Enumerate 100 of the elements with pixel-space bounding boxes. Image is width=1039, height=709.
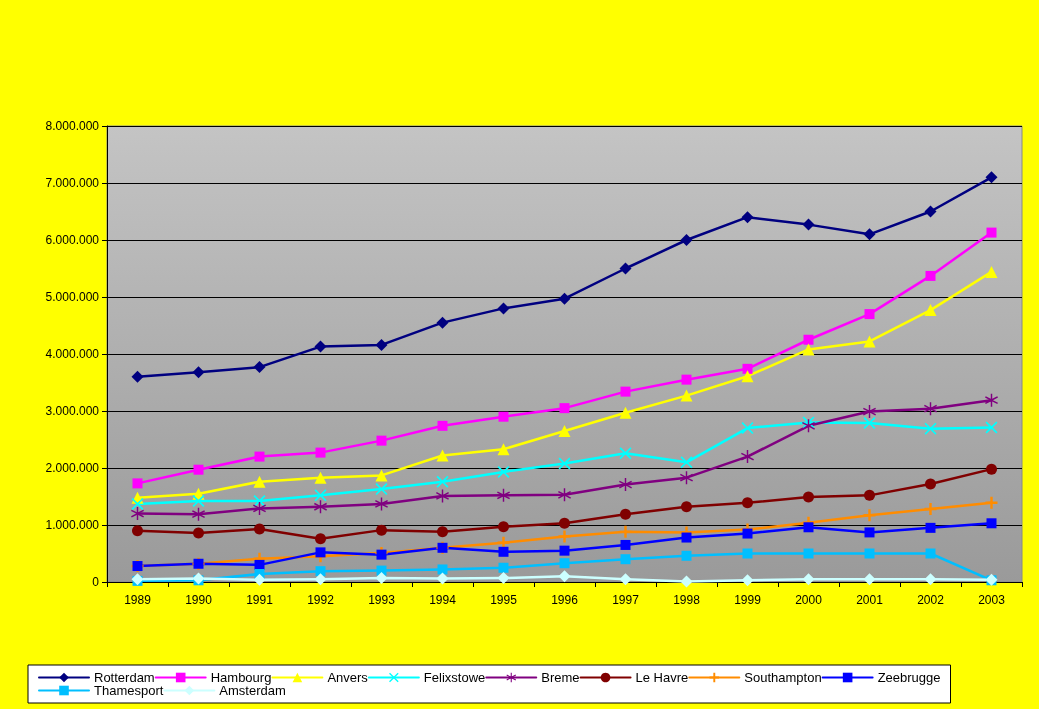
x-tick-label: 1992	[307, 593, 335, 607]
point	[742, 548, 753, 559]
point	[985, 265, 998, 278]
legend-label: Breme	[541, 670, 580, 685]
point	[498, 521, 509, 533]
point	[253, 573, 266, 586]
point	[131, 507, 144, 521]
point	[680, 456, 693, 469]
point	[742, 497, 753, 509]
point	[436, 449, 449, 462]
point	[863, 335, 876, 348]
x-tick-label: 1997	[612, 593, 640, 607]
point	[375, 469, 388, 482]
point	[436, 489, 449, 503]
point	[619, 262, 632, 275]
point	[924, 573, 937, 586]
point	[925, 270, 936, 281]
point	[741, 370, 754, 383]
point	[741, 574, 754, 587]
point	[315, 447, 326, 458]
x-tick-label: 1996	[551, 593, 579, 607]
point	[497, 443, 510, 456]
point	[315, 566, 326, 577]
point	[497, 572, 510, 585]
point	[802, 573, 815, 586]
point	[498, 411, 509, 422]
point	[375, 572, 388, 585]
point	[131, 370, 144, 383]
point	[558, 457, 571, 470]
point	[498, 562, 509, 573]
point	[436, 475, 449, 488]
legend-label: Anvers	[327, 670, 369, 685]
x-tick-label: 1989	[124, 593, 152, 607]
point	[559, 545, 570, 556]
point	[253, 475, 266, 488]
point	[193, 464, 204, 475]
point	[680, 234, 693, 246]
point	[314, 489, 327, 502]
point	[681, 501, 692, 513]
point	[620, 508, 631, 520]
legend-label: Zeebrugge	[877, 670, 941, 685]
point	[681, 532, 692, 543]
point	[864, 548, 875, 559]
legend-label: Felixstowe	[423, 670, 486, 685]
point	[681, 550, 692, 561]
point	[985, 421, 998, 434]
point	[863, 228, 876, 241]
point	[558, 570, 571, 583]
y-tick-label: 4.000.000	[45, 347, 100, 361]
point	[925, 522, 936, 533]
point	[803, 334, 814, 345]
point	[924, 304, 937, 317]
point	[253, 501, 266, 515]
y-tick-label: 7.000.000	[45, 176, 100, 190]
legend-label: Amsterdam	[219, 683, 286, 698]
point	[437, 526, 448, 538]
point	[986, 518, 997, 529]
point	[741, 211, 754, 224]
point	[681, 374, 692, 385]
point	[680, 575, 693, 588]
point	[376, 435, 387, 446]
y-tick-label: 2.000.000	[45, 461, 100, 475]
point	[254, 451, 265, 462]
point	[803, 522, 814, 533]
point	[559, 558, 570, 569]
point	[375, 338, 388, 351]
point	[680, 471, 693, 485]
x-tick-label: 1990	[185, 593, 213, 607]
point	[864, 489, 875, 501]
y-tick-label: 1.000.000	[45, 518, 100, 532]
point	[985, 496, 998, 509]
point	[619, 525, 632, 538]
point	[254, 559, 265, 570]
x-tick-label: 2000	[795, 593, 823, 607]
point	[314, 573, 327, 586]
point	[863, 405, 876, 419]
x-tick-label: 1994	[429, 593, 457, 607]
point	[986, 463, 997, 475]
point	[924, 205, 937, 218]
point	[985, 393, 998, 407]
y-tick-label: 6.000.000	[45, 233, 100, 247]
point	[436, 572, 449, 585]
x-tick-label: 2002	[917, 593, 945, 607]
point	[558, 424, 571, 437]
point	[314, 471, 327, 484]
point	[741, 450, 754, 464]
point	[497, 488, 510, 502]
point	[559, 517, 570, 529]
point	[314, 340, 327, 353]
point	[620, 386, 631, 397]
point	[680, 389, 693, 402]
x-tick-label: 1999	[734, 593, 762, 607]
point	[437, 420, 448, 431]
point	[497, 302, 510, 315]
point	[558, 530, 571, 543]
point	[925, 548, 936, 559]
point	[192, 366, 205, 379]
point	[437, 564, 448, 575]
legend-label: Thamesport	[94, 683, 164, 698]
legend-label: Le Havre	[635, 670, 689, 685]
